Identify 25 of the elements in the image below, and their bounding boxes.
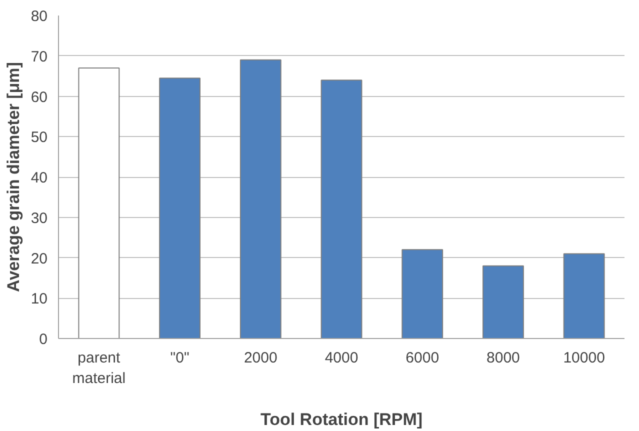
bar xyxy=(78,67,120,338)
bar xyxy=(159,78,200,338)
bar xyxy=(482,265,524,338)
bar xyxy=(240,59,282,338)
y-tick-label: 40 xyxy=(30,170,48,186)
y-tick-label: 30 xyxy=(30,210,48,227)
bar xyxy=(402,249,444,338)
y-tick-label: 60 xyxy=(30,88,48,106)
x-tick-label: 2000 xyxy=(244,350,278,366)
y-tick-label: 10 xyxy=(30,290,48,308)
x-tick-label: parent material xyxy=(72,350,126,387)
y-tick-label: 80 xyxy=(30,8,48,25)
x-tick-label: 4000 xyxy=(324,350,358,366)
x-axis-title: Tool Rotation [RPM] xyxy=(260,410,423,429)
y-tick-label: 0 xyxy=(39,331,48,348)
y-tick-label: 50 xyxy=(30,129,48,146)
x-tick-label: 8000 xyxy=(486,350,520,366)
y-axis-title: Average grain diameter [μm] xyxy=(4,62,23,292)
x-tick-label: 10000 xyxy=(563,350,605,366)
x-tick-label: "0" xyxy=(170,350,190,366)
bar xyxy=(563,253,605,338)
x-tick-label: 6000 xyxy=(406,350,440,366)
y-tick-label: 20 xyxy=(30,250,48,268)
bar xyxy=(320,80,362,338)
y-tick-label: 70 xyxy=(30,48,48,66)
